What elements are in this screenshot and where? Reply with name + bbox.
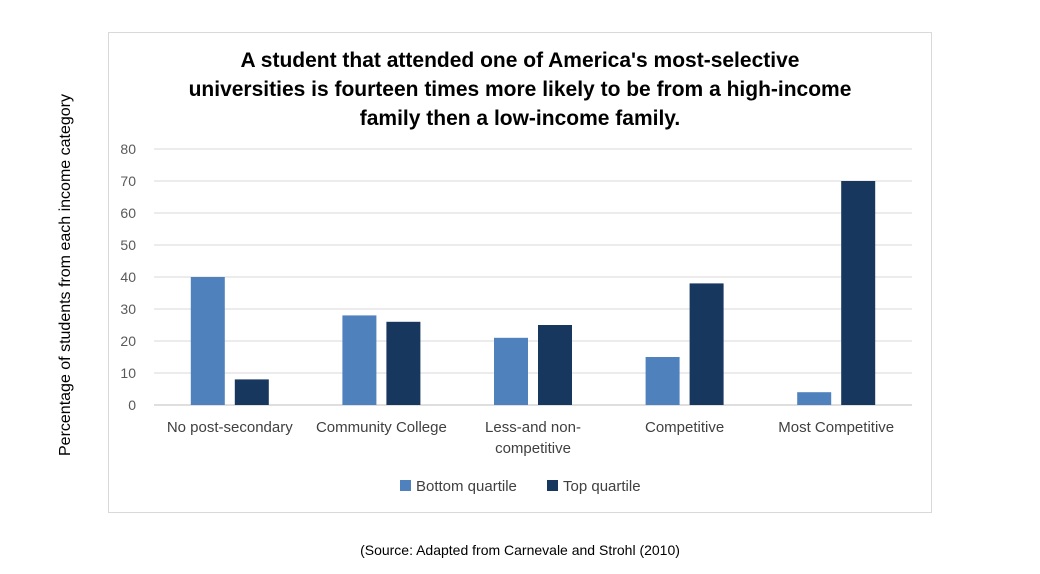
legend-swatch	[400, 480, 411, 491]
y-tick-label: 60	[120, 205, 136, 221]
gridlines	[154, 148, 912, 406]
y-tick-label: 40	[120, 269, 136, 285]
bar-top-quartile	[538, 325, 572, 405]
x-category-label: Most Competitive	[778, 419, 894, 436]
bar-bottom-quartile	[797, 392, 832, 405]
y-tick-label: 10	[120, 365, 136, 381]
y-tick-label: 0	[128, 397, 136, 413]
bar-bottom-quartile	[645, 357, 680, 405]
x-category-label: Community College	[316, 419, 447, 436]
chart-title: A student that attended one of America's…	[188, 49, 852, 130]
source-note: (Source: Adapted from Carnevale and Stro…	[360, 542, 680, 558]
x-axis-categories: No post-secondary Community College Less-a…	[167, 419, 894, 457]
y-tick-label: 80	[120, 141, 136, 157]
y-tick-label: 50	[120, 237, 136, 253]
x-category-label: Less-and non-competitive	[485, 419, 581, 457]
chart-frame	[108, 32, 932, 513]
y-axis-ticks: 0 10 20 30 40 50 60 70 80	[120, 141, 136, 413]
bar-top-quartile	[689, 283, 724, 405]
x-category-label: No post-secondary	[167, 419, 293, 436]
legend-swatch	[547, 480, 558, 491]
bar-bottom-quartile	[494, 337, 528, 405]
bar-top-quartile	[841, 181, 876, 405]
legend-label: Top quartile	[563, 478, 641, 495]
y-tick-label: 70	[120, 173, 136, 189]
bar-bottom-quartile	[342, 315, 377, 405]
bar-top-quartile	[386, 321, 421, 405]
bar-bottom-quartile	[190, 277, 225, 405]
legend-label: Bottom quartile	[416, 478, 517, 495]
y-tick-label: 20	[120, 333, 136, 349]
bar-top-quartile	[234, 379, 269, 405]
y-tick-label: 30	[120, 301, 136, 317]
bars	[190, 181, 876, 405]
x-category-label: Competitive	[645, 419, 724, 436]
legend: Bottom quartile Top quartile	[400, 478, 641, 495]
